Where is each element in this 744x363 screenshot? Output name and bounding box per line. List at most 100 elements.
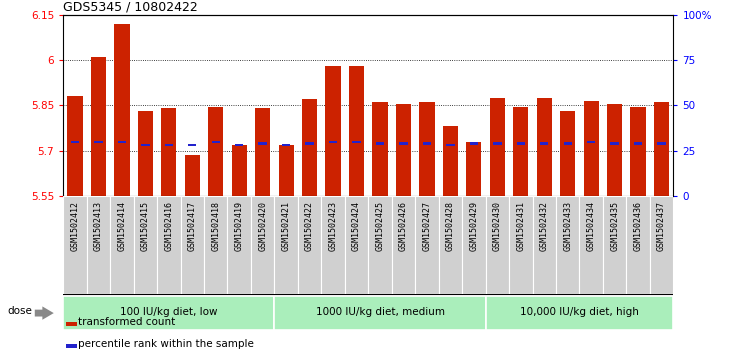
Text: GSM1502416: GSM1502416 — [164, 201, 173, 251]
Text: GSM1502414: GSM1502414 — [118, 201, 126, 251]
Bar — [255, 108, 270, 196]
Bar — [181, 196, 204, 294]
Text: GSM1502435: GSM1502435 — [610, 201, 619, 251]
FancyArrow shape — [35, 306, 54, 320]
Bar — [134, 196, 157, 294]
Bar — [110, 196, 134, 294]
Bar — [231, 144, 247, 196]
Bar — [344, 196, 368, 294]
Text: 10,000 IU/kg diet, high: 10,000 IU/kg diet, high — [520, 307, 639, 317]
Bar — [607, 104, 622, 196]
Bar — [157, 196, 181, 294]
Text: GSM1502433: GSM1502433 — [563, 201, 572, 251]
Text: GSM1502422: GSM1502422 — [305, 201, 314, 251]
Bar — [329, 140, 337, 143]
Bar — [513, 107, 528, 196]
Bar — [560, 111, 575, 196]
Bar — [68, 96, 83, 196]
Bar — [540, 142, 548, 144]
Text: GSM1502436: GSM1502436 — [634, 201, 643, 251]
Bar — [396, 104, 411, 196]
Bar — [490, 98, 505, 196]
Text: GSM1502419: GSM1502419 — [234, 201, 244, 251]
Text: GSM1502418: GSM1502418 — [211, 201, 220, 251]
Bar — [634, 142, 642, 144]
Bar — [115, 24, 129, 196]
Bar — [208, 107, 223, 196]
Bar — [321, 196, 344, 294]
Text: dose: dose — [7, 306, 33, 316]
Text: transformed count: transformed count — [79, 317, 176, 327]
Text: GSM1502428: GSM1502428 — [446, 201, 455, 251]
Bar — [306, 142, 314, 144]
Bar — [204, 196, 228, 294]
Bar — [258, 142, 267, 144]
Bar — [392, 196, 415, 294]
Bar — [325, 66, 341, 196]
Text: GDS5345 / 10802422: GDS5345 / 10802422 — [63, 0, 198, 13]
Text: GSM1502427: GSM1502427 — [423, 201, 432, 251]
Text: GSM1502423: GSM1502423 — [329, 201, 338, 251]
Bar — [353, 140, 361, 143]
Text: GSM1502431: GSM1502431 — [516, 201, 525, 251]
Text: GSM1502426: GSM1502426 — [399, 201, 408, 251]
Bar — [580, 196, 603, 294]
Bar — [509, 196, 533, 294]
Bar — [469, 142, 478, 144]
Bar — [211, 140, 220, 143]
Text: GSM1502429: GSM1502429 — [469, 201, 478, 251]
Bar — [185, 155, 200, 196]
Text: GSM1502412: GSM1502412 — [71, 201, 80, 251]
Bar — [603, 196, 626, 294]
Bar — [63, 196, 87, 294]
Bar — [462, 196, 486, 294]
Text: GSM1502421: GSM1502421 — [282, 201, 291, 251]
Bar — [66, 322, 77, 326]
Bar — [161, 108, 176, 196]
Bar — [302, 99, 317, 196]
Bar — [141, 144, 150, 146]
Bar — [368, 196, 392, 294]
Bar — [275, 196, 298, 294]
Bar — [118, 140, 126, 143]
Bar — [630, 107, 646, 196]
Bar — [493, 142, 501, 144]
Bar — [658, 142, 666, 144]
Bar — [443, 126, 458, 196]
Bar — [626, 196, 650, 294]
Bar — [278, 144, 294, 196]
Bar — [298, 196, 321, 294]
Bar — [164, 144, 173, 146]
Bar — [94, 140, 103, 143]
Bar — [583, 101, 599, 196]
Bar — [275, 296, 486, 330]
Bar — [87, 196, 110, 294]
Bar — [228, 196, 251, 294]
Bar — [188, 144, 196, 146]
Bar — [349, 66, 364, 196]
Bar — [486, 196, 509, 294]
Bar — [373, 102, 388, 196]
Text: 1000 IU/kg diet, medium: 1000 IU/kg diet, medium — [315, 307, 444, 317]
Bar — [423, 142, 431, 144]
Bar — [138, 111, 153, 196]
Text: GSM1502425: GSM1502425 — [376, 201, 385, 251]
Text: GSM1502432: GSM1502432 — [539, 201, 549, 251]
Bar — [563, 142, 572, 144]
Bar — [533, 196, 556, 294]
Text: GSM1502437: GSM1502437 — [657, 201, 666, 251]
Text: GSM1502415: GSM1502415 — [141, 201, 150, 251]
Bar — [400, 142, 408, 144]
Bar — [251, 196, 275, 294]
Bar — [66, 344, 77, 348]
Bar — [446, 144, 455, 146]
Bar — [536, 98, 552, 196]
Text: GSM1502434: GSM1502434 — [587, 201, 596, 251]
Bar — [650, 196, 673, 294]
Bar — [420, 102, 434, 196]
Text: percentile rank within the sample: percentile rank within the sample — [79, 339, 254, 350]
Text: GSM1502420: GSM1502420 — [258, 201, 267, 251]
Bar — [516, 142, 525, 144]
Text: 100 IU/kg diet, low: 100 IU/kg diet, low — [120, 307, 217, 317]
Bar — [439, 196, 462, 294]
